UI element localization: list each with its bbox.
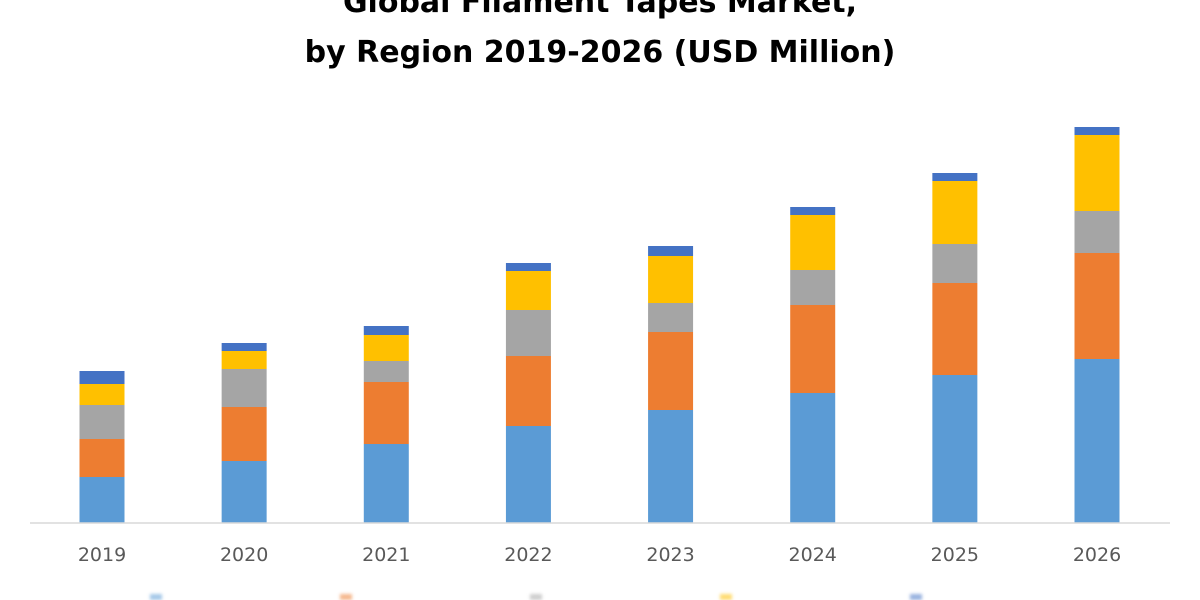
bar-segment-2025-series-2 [932, 283, 978, 375]
bar-segment-2023-series-1 [648, 410, 694, 523]
bar-segment-2026-series-1 [1074, 359, 1120, 523]
bar-segment-2022-series-5 [505, 263, 551, 271]
bar-segment-2019-series-2 [79, 439, 125, 477]
legend [150, 594, 922, 600]
bar-segment-2022-series-4 [505, 271, 551, 310]
bar-segment-2022-series-3 [505, 310, 551, 356]
bar-segment-2026-series-2 [1074, 253, 1120, 359]
bar-segment-2020-series-1 [221, 461, 267, 523]
bar-segment-2022-series-2 [505, 356, 551, 426]
bar-segment-2022-series-1 [505, 426, 551, 523]
bar-segment-2023-series-3 [648, 303, 694, 332]
bar-segment-2026-series-3 [1074, 211, 1120, 253]
bar-segment-2025-series-4 [932, 181, 978, 244]
bars-layer [79, 127, 1120, 523]
x-tick-label-2024: 2024 [789, 544, 837, 566]
legend-marker-series-4 [720, 594, 732, 600]
x-tick-label-2019: 2019 [78, 544, 126, 566]
bar-segment-2026-series-4 [1074, 135, 1120, 211]
legend-marker-series-2 [340, 594, 352, 600]
chart-title: Global Filament Tapes Market, by Region … [0, 0, 1200, 78]
bar-segment-2020-series-4 [221, 351, 267, 369]
bar-segment-2024-series-3 [790, 270, 836, 305]
x-tick-label-2023: 2023 [646, 544, 694, 566]
x-tick-labels: 2019 2020 2021 2022 2023 2024 2025 2026 [78, 544, 1121, 566]
legend-marker-series-1 [150, 594, 162, 600]
bar-segment-2020-series-2 [221, 407, 267, 461]
x-tick-label-2026: 2026 [1073, 544, 1121, 566]
bar-segment-2021-series-2 [363, 382, 409, 444]
x-tick-label-2022: 2022 [504, 544, 552, 566]
bar-segment-2024-series-5 [790, 207, 836, 215]
x-tick-label-2020: 2020 [220, 544, 268, 566]
chart-title-line-1: Global Filament Tapes Market, [342, 0, 858, 20]
x-tick-label-2025: 2025 [931, 544, 979, 566]
bar-segment-2023-series-4 [648, 256, 694, 303]
bar-segment-2026-series-5 [1074, 127, 1120, 135]
bar-segment-2021-series-1 [363, 444, 409, 523]
bar-segment-2019-series-1 [79, 477, 125, 523]
bar-segment-2020-series-5 [221, 343, 267, 351]
bar-segment-2023-series-2 [648, 332, 694, 410]
bar-segment-2020-series-3 [221, 369, 267, 407]
bar-segment-2025-series-1 [932, 375, 978, 523]
bar-segment-2025-series-3 [932, 244, 978, 283]
chart-title-line-2: by Region 2019-2026 (USD Million) [304, 35, 896, 70]
bar-segment-2023-series-5 [648, 246, 694, 256]
bar-segment-2019-series-4 [79, 384, 125, 405]
bar-segment-2019-series-5 [79, 371, 125, 384]
bar-segment-2024-series-4 [790, 215, 836, 270]
bar-segment-2019-series-3 [79, 405, 125, 439]
bar-segment-2021-series-3 [363, 361, 409, 382]
legend-marker-series-5 [910, 594, 922, 600]
bar-segment-2024-series-1 [790, 393, 836, 523]
legend-marker-series-3 [530, 594, 542, 600]
bar-segment-2021-series-4 [363, 335, 409, 361]
bar-segment-2024-series-2 [790, 305, 836, 393]
x-tick-label-2021: 2021 [362, 544, 410, 566]
bar-segment-2025-series-5 [932, 173, 978, 181]
bar-segment-2021-series-5 [363, 326, 409, 335]
